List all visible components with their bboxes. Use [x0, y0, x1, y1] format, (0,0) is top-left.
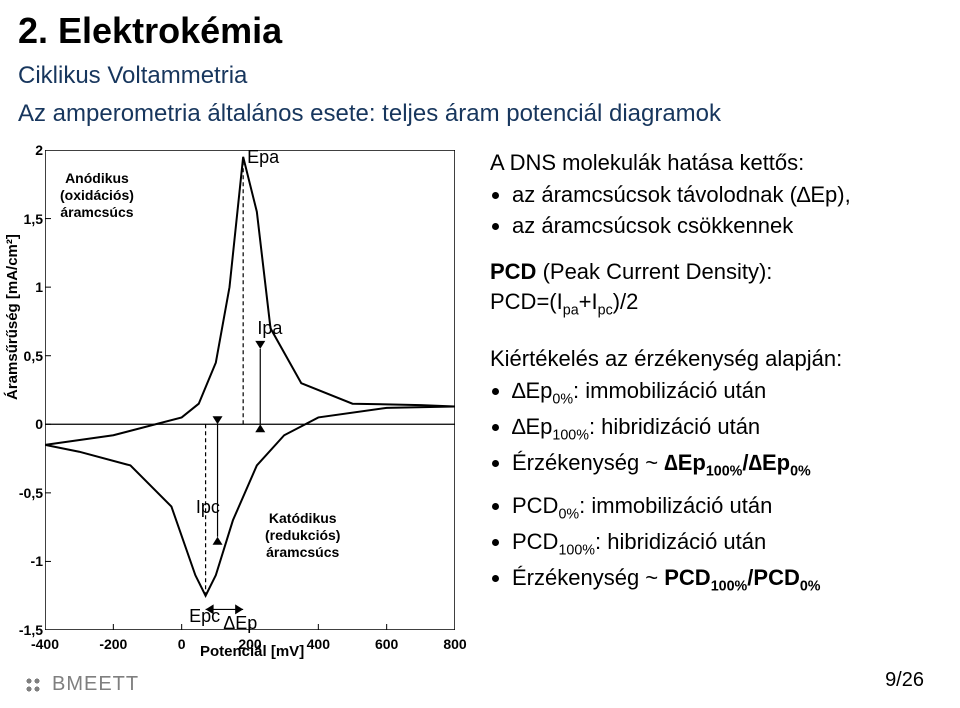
plot-area: 21,510,50-0,5-1-1,5 -400-200020040060080… [45, 150, 455, 630]
cathodic-line2: (redukciós) [265, 527, 340, 544]
annot-ΔEp: ΔEp [223, 613, 257, 634]
description: Az amperometria általános esete: teljes … [18, 100, 721, 128]
ytick: 1 [17, 279, 43, 295]
xtick: -200 [99, 636, 127, 652]
pcd-bold: PCD [490, 259, 536, 284]
ytick: 2 [17, 142, 43, 158]
y-axis-label: Áramsűrűség [mA/cm²] [4, 234, 21, 400]
ytick: -0,5 [17, 485, 43, 501]
ytick: 0 [17, 416, 43, 432]
logo-text: BMEETT [52, 673, 139, 696]
cv-curve-svg [45, 150, 455, 630]
pcd-post: )/2 [613, 289, 639, 314]
page-number: 9/26 [885, 669, 924, 692]
anodic-line3: áramcsúcs [60, 204, 134, 221]
subtitle: Ciklikus Voltammetria [18, 62, 247, 90]
ep-0: ∆Ep0%: immobilizáció után [512, 376, 925, 410]
x-axis-label: Potenciál [mV] [200, 643, 304, 660]
annot-Epc: Epc [189, 606, 220, 627]
dns-heading: A DNS molekulák hatása kettős: [490, 148, 925, 178]
ep-sens: Érzékenység ~ ∆Ep100%/∆Ep0% [512, 448, 925, 482]
annot-Ipa: Ipa [257, 318, 282, 339]
logo-dots-icon [24, 677, 46, 693]
anodic-label: Anódikus (oxidációs) áramcsúcs [60, 170, 134, 220]
pcd-heading: PCD (Peak Current Density): [490, 257, 925, 287]
xtick: 0 [178, 636, 186, 652]
pcd-0: PCD0%: immobilizáció után [512, 491, 925, 525]
right-column: A DNS molekulák hatása kettős: az áramcs… [490, 148, 925, 612]
xtick: -400 [31, 636, 59, 652]
pcd-100: PCD100%: hibridizáció után [512, 527, 925, 561]
ep-100: ∆Ep100%: hibridizáció után [512, 412, 925, 446]
bullet-1: az áramcsúcsok távolodnak (∆Ep), [512, 180, 925, 210]
pcd-mid: +I [579, 289, 598, 314]
xtick: 800 [443, 636, 466, 652]
pcd-sub2: pc [598, 302, 613, 318]
page-title: 2. Elektrokémia [18, 10, 282, 52]
ytick: 0,5 [17, 348, 43, 364]
pcd-formula: PCD=(Ipa+Ipc)/2 [490, 287, 925, 321]
footer-logo: BMEETT [24, 673, 139, 696]
pcd-rest: (Peak Current Density): [536, 259, 772, 284]
anodic-line2: (oxidációs) [60, 187, 134, 204]
annot-Ipc: Ipc [196, 497, 220, 518]
anodic-line1: Anódikus [60, 170, 134, 187]
pcd-sens: Érzékenység ~ PCD100%/PCD0% [512, 563, 925, 597]
xtick: 400 [307, 636, 330, 652]
annot-Epa: Epa [247, 147, 279, 168]
cathodic-line1: Katódikus [265, 510, 340, 527]
bullet-2: az áramcsúcsok csökkennek [512, 211, 925, 241]
ytick: -1 [17, 553, 43, 569]
cathodic-label: Katódikus (redukciós) áramcsúcs [265, 510, 340, 560]
eval-heading: Kiértékelés az érzékenység alapján: [490, 344, 925, 374]
cathodic-line3: áramcsúcs [265, 544, 340, 561]
pcd-pre: PCD=(I [490, 289, 563, 314]
ytick: 1,5 [17, 211, 43, 227]
xtick: 600 [375, 636, 398, 652]
pcd-sub1: pa [563, 302, 579, 318]
